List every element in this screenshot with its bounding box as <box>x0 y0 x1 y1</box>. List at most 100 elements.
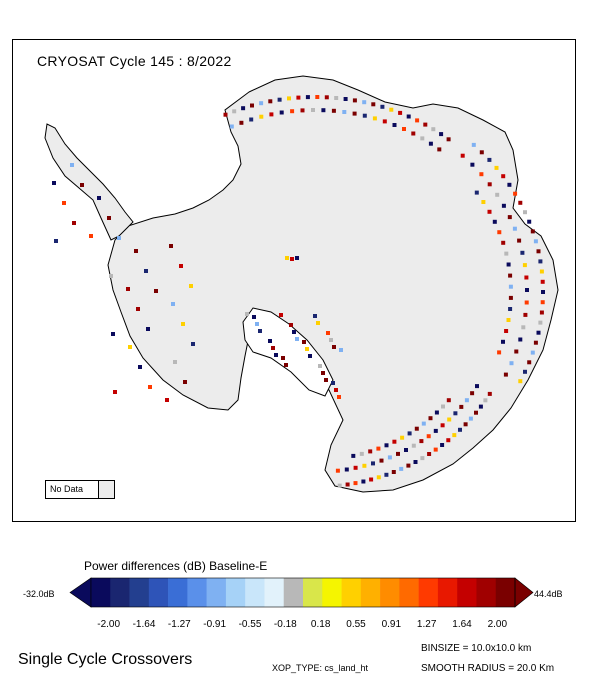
colorbar-segment <box>457 578 477 607</box>
crossover-bin <box>334 96 339 100</box>
legend-title: Power differences (dB) Baseline-E <box>84 559 268 573</box>
antarctica-continent <box>107 75 559 493</box>
map-frame: CRYOSAT Cycle 145 : 8/2022 No Data <box>12 39 576 522</box>
crossover-bin <box>305 95 310 100</box>
crossover-bin <box>539 310 544 315</box>
crossover-bin <box>536 249 541 254</box>
crossover-bin <box>268 99 273 104</box>
crossover-bin <box>223 112 228 117</box>
colorbar-tick-label: -1.64 <box>132 619 156 630</box>
crossover-bin <box>343 97 348 101</box>
colorbar-segment <box>476 578 497 607</box>
crossover-bin <box>507 182 512 187</box>
crossover-bin <box>117 236 121 240</box>
crossover-bin <box>318 364 322 368</box>
crossover-bin <box>504 251 509 256</box>
colorbar-segment <box>283 578 304 607</box>
colorbar-segment <box>168 578 188 607</box>
colorbar-segment <box>129 578 150 607</box>
crossover-bin <box>284 363 288 367</box>
crossover-bin <box>413 460 418 464</box>
crossover-bin <box>533 239 538 244</box>
crossover-bin <box>492 219 497 224</box>
crossover-bin <box>371 102 376 107</box>
crossover-bin <box>249 117 254 122</box>
crossover-bin <box>508 273 513 278</box>
crossover-bin <box>321 371 325 375</box>
crossover-bin <box>503 372 508 377</box>
crossover-bin <box>353 481 358 486</box>
crossover-bin <box>523 210 527 215</box>
crossover-bin <box>361 479 366 484</box>
crossover-bin <box>522 263 527 268</box>
crossover-bin <box>474 410 478 415</box>
crossover-bin <box>453 411 458 416</box>
crossover-bin <box>539 269 544 274</box>
crossover-bin <box>113 390 117 394</box>
crossover-bin <box>183 380 187 384</box>
colorbar-tick-label: 2.00 <box>487 619 508 630</box>
crossover-bin <box>487 182 492 187</box>
crossover-bin <box>337 395 341 399</box>
crossover-bin <box>447 417 452 422</box>
crossover-bin <box>89 234 93 238</box>
crossover-bin <box>437 147 442 152</box>
colorbar-segment <box>264 578 285 607</box>
crossover-bin <box>501 240 506 245</box>
crossover-bin <box>128 345 132 349</box>
crossover-bin <box>277 97 282 102</box>
colorbar-tick-label: -2.00 <box>97 619 121 630</box>
crossover-bin <box>109 274 113 278</box>
crossover-bin <box>337 483 342 488</box>
crossover-bin <box>538 320 543 325</box>
map-title: CRYOSAT Cycle 145 : 8/2022 <box>37 53 232 69</box>
crossover-bin <box>471 142 476 147</box>
crossover-bin <box>285 256 289 260</box>
crossover-bin <box>406 463 411 468</box>
ross-embayment <box>242 307 334 397</box>
crossover-bin <box>136 307 140 311</box>
crossover-bin <box>138 365 142 369</box>
crossover-bin <box>520 250 525 255</box>
crossover-bin <box>509 361 514 366</box>
crossover-bin <box>70 163 74 167</box>
crossover-bin <box>433 428 438 433</box>
crossover-bin <box>414 426 419 431</box>
no-data-swatch <box>98 481 114 498</box>
crossover-bin <box>433 447 438 452</box>
crossover-bin <box>494 165 499 170</box>
crossover-bin <box>111 332 115 336</box>
crossover-bin <box>279 313 283 317</box>
crossover-bin <box>292 330 296 334</box>
colorbar-segment <box>91 578 111 607</box>
crossover-bin <box>376 475 381 480</box>
colorbar-tick-label: -0.55 <box>238 619 262 630</box>
crossover-bin <box>398 110 403 115</box>
crossover-bin <box>540 279 545 284</box>
colorbar-tick-label: -0.91 <box>203 619 227 630</box>
crossover-bin <box>446 438 451 443</box>
crossover-bin <box>497 230 502 235</box>
crossover-bin <box>239 120 244 125</box>
crossover-bin <box>326 331 330 335</box>
crossover-bin <box>179 264 183 268</box>
crossover-bin <box>527 360 532 365</box>
crossover-bin <box>524 275 529 280</box>
colorbar-segment <box>225 578 246 607</box>
crossover-bin <box>376 446 381 451</box>
crossover-bin <box>440 423 445 428</box>
crossover-bin <box>144 269 148 273</box>
colorbar-border <box>90 577 516 608</box>
crossover-bin <box>353 465 358 470</box>
crossover-bin <box>470 391 475 396</box>
colorbar-min-label: -32.0dB <box>23 589 55 599</box>
crossover-bin <box>300 108 305 113</box>
crossover-bin <box>258 329 262 333</box>
crossover-bin <box>475 384 479 389</box>
crossover-bin <box>148 385 152 389</box>
crossover-bin <box>533 340 538 345</box>
crossover-bin <box>487 209 492 214</box>
crossover-bin <box>379 458 384 463</box>
crossover-bin <box>514 349 519 354</box>
crossover-bin <box>359 451 364 456</box>
